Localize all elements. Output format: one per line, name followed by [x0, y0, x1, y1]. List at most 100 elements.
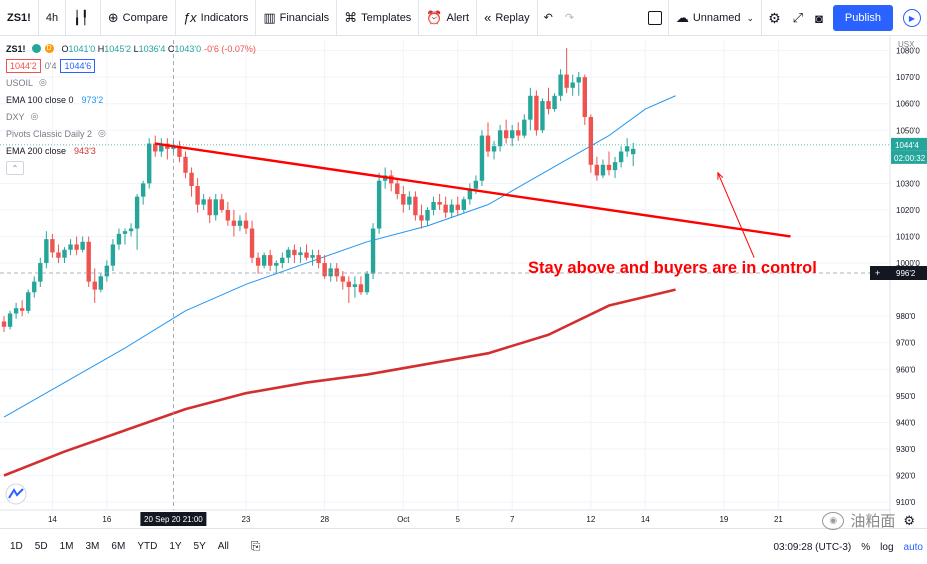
settings-gear-icon[interactable]: ⚙	[903, 512, 915, 528]
price-tick-label: 1020'0	[896, 206, 920, 215]
fullscreen-button[interactable]: ⤢	[787, 0, 809, 36]
candle	[177, 140, 182, 163]
date-range-button[interactable]: ⎘	[245, 539, 267, 554]
candle-body	[225, 209, 231, 221]
settings-button[interactable]: ⚙	[762, 0, 787, 36]
timeframe-1y[interactable]: 1Y	[169, 541, 182, 552]
candle-body	[159, 143, 164, 152]
indicator-row-pivots[interactable]: Pivots Classic Daily 2 ◎	[6, 128, 106, 139]
candle	[425, 207, 430, 226]
candle-body	[528, 95, 533, 120]
sell-button[interactable]: 1044'2	[6, 58, 41, 73]
legend-collapse-button[interactable]: ⌃	[6, 161, 24, 175]
redo-icon: ↷	[564, 12, 575, 24]
hidden-eye-icon[interactable]: ◎	[30, 111, 39, 121]
timeframe-all[interactable]: All	[217, 541, 229, 552]
publish-button[interactable]: Publish	[832, 5, 893, 31]
candle-body	[1, 321, 7, 327]
alert-button[interactable]: ⏰ Alert	[419, 0, 478, 36]
crosshair-plus-icon: +	[875, 268, 880, 278]
candle	[316, 249, 321, 269]
indicator-row-dxy[interactable]: DXY ◎	[6, 111, 39, 122]
templates-button[interactable]: ⌘ Templates	[337, 0, 420, 36]
symbol-label: ZS1!	[7, 11, 31, 24]
candle-body	[104, 265, 110, 277]
candle	[328, 263, 333, 282]
candle-body	[13, 308, 19, 314]
indicators-button[interactable]: ƒx Indicators	[176, 0, 257, 36]
candle-body	[582, 77, 587, 118]
timeframe-5d[interactable]: 5D	[34, 541, 48, 552]
timeframe-3m[interactable]: 3M	[85, 541, 100, 552]
snapshot-button[interactable]: ◙	[809, 0, 829, 36]
candle	[449, 199, 454, 218]
fullscreen-layout-button[interactable]	[642, 0, 668, 36]
clock-button[interactable]: 03:09:28 (UTC-3)	[773, 541, 852, 553]
timeframe-ytd[interactable]: YTD	[137, 541, 158, 552]
candle	[122, 228, 128, 245]
watermark: ◉ 油粕面 ⚙	[822, 510, 915, 531]
timeframe-1d[interactable]: 1D	[10, 541, 23, 552]
undo-button[interactable]: ↶	[538, 0, 559, 36]
candle-body	[195, 186, 200, 205]
hidden-eye-icon[interactable]: ◎	[98, 128, 106, 138]
candle-body	[467, 188, 473, 200]
indicator-row-ema200[interactable]: EMA 200 close 943'3	[6, 145, 96, 156]
candle-body	[564, 74, 569, 88]
square-icon	[647, 11, 662, 25]
play-button[interactable]: ▶	[903, 9, 921, 27]
candle	[443, 196, 448, 218]
time-tick-label: Oct	[397, 515, 410, 524]
price-tick-label: 1080'0	[896, 47, 920, 56]
indicator-row-ema100[interactable]: EMA 100 close 0 973'2	[6, 94, 104, 105]
candle	[455, 196, 460, 216]
time-tick-label: 21	[774, 515, 783, 524]
layout-menu-button[interactable]: ☁ Unnamed ⌄	[667, 0, 763, 36]
candle	[594, 156, 600, 181]
candle-body	[19, 308, 25, 311]
financials-button[interactable]: ▥ Financials	[256, 0, 338, 36]
auto-scale-button[interactable]: auto	[903, 541, 923, 553]
redo-button[interactable]: ↷	[559, 0, 580, 36]
candle-body	[510, 130, 515, 139]
candle	[261, 252, 267, 269]
replay-button[interactable]: « Replay	[477, 0, 538, 36]
last-price-text: 1044'4	[895, 141, 919, 150]
candle	[588, 114, 594, 173]
timeframe-1m[interactable]: 1M	[59, 541, 74, 552]
hidden-eye-icon[interactable]: ◎	[39, 77, 47, 87]
chart-type-button[interactable]: ╽╿	[66, 0, 101, 36]
candle-body	[261, 255, 267, 266]
candle-body	[86, 241, 91, 282]
candle-body	[570, 82, 575, 88]
crosshair-price-tag	[870, 266, 927, 281]
price-tick-label: 1050'0	[896, 126, 920, 135]
log-scale-button[interactable]: log	[880, 541, 894, 553]
percent-scale-button[interactable]: %	[861, 541, 871, 553]
candle-body	[213, 199, 218, 216]
timeframe-6m[interactable]: 6M	[111, 541, 126, 552]
candle-body	[98, 276, 103, 290]
candle	[147, 138, 152, 189]
currency-label: USX	[898, 40, 915, 49]
candle-body	[600, 164, 606, 176]
undo-icon: ↶	[543, 12, 553, 24]
candle	[243, 212, 249, 234]
candle-body	[431, 201, 436, 210]
candles	[1, 47, 636, 333]
alert-label: Alert	[446, 11, 470, 24]
candle-body	[443, 204, 448, 213]
candle-body	[631, 148, 636, 155]
candle	[249, 220, 255, 264]
compare-button[interactable]: ⊕ Compare	[101, 0, 176, 36]
fx-icon: ƒx	[182, 10, 197, 25]
cloud-icon: ☁	[675, 10, 689, 25]
candle	[274, 260, 279, 274]
candle-body	[255, 257, 261, 266]
timeframe-5y[interactable]: 5Y	[193, 541, 206, 552]
buy-button[interactable]: 1044'6	[60, 58, 96, 73]
interval-button[interactable]: 4h	[39, 0, 67, 36]
indicator-row-usoil[interactable]: USOIL ◎	[6, 77, 47, 88]
symbol-search-button[interactable]: ZS1!	[0, 0, 39, 36]
